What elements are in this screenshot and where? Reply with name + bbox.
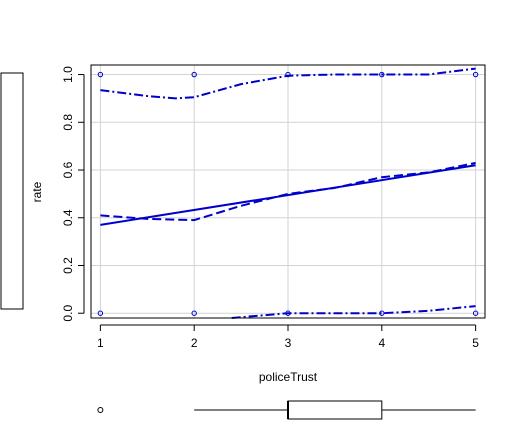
x-boxplot (98, 401, 476, 419)
y-boxplot-box (1, 73, 23, 309)
y-tick-label: 0.2 (61, 257, 75, 274)
x-tick-label: 4 (378, 336, 385, 350)
y-tick-label: 0.0 (61, 305, 75, 322)
x-axis-label: policeTrust (259, 370, 318, 384)
y-axis-label: rate (30, 181, 44, 202)
x-boxplot-outlier (98, 408, 103, 413)
y-tick-label: 0.6 (61, 161, 75, 178)
x-boxplot-box (288, 401, 382, 419)
x-axis: 1 2 3 4 5 (97, 325, 479, 350)
y-boxplot (1, 73, 23, 309)
x-tick-label: 2 (191, 336, 198, 350)
y-axis: 0.0 0.2 0.4 0.6 0.8 1.0 (61, 66, 84, 322)
y-tick-label: 0.4 (61, 209, 75, 226)
y-tick-label: 0.8 (61, 114, 75, 131)
grid (91, 65, 485, 318)
x-tick-label: 5 (472, 336, 479, 350)
series-line-dashdot (232, 306, 476, 318)
x-tick-label: 1 (97, 336, 104, 350)
y-tick-label: 1.0 (61, 66, 75, 83)
x-tick-label: 3 (285, 336, 292, 350)
